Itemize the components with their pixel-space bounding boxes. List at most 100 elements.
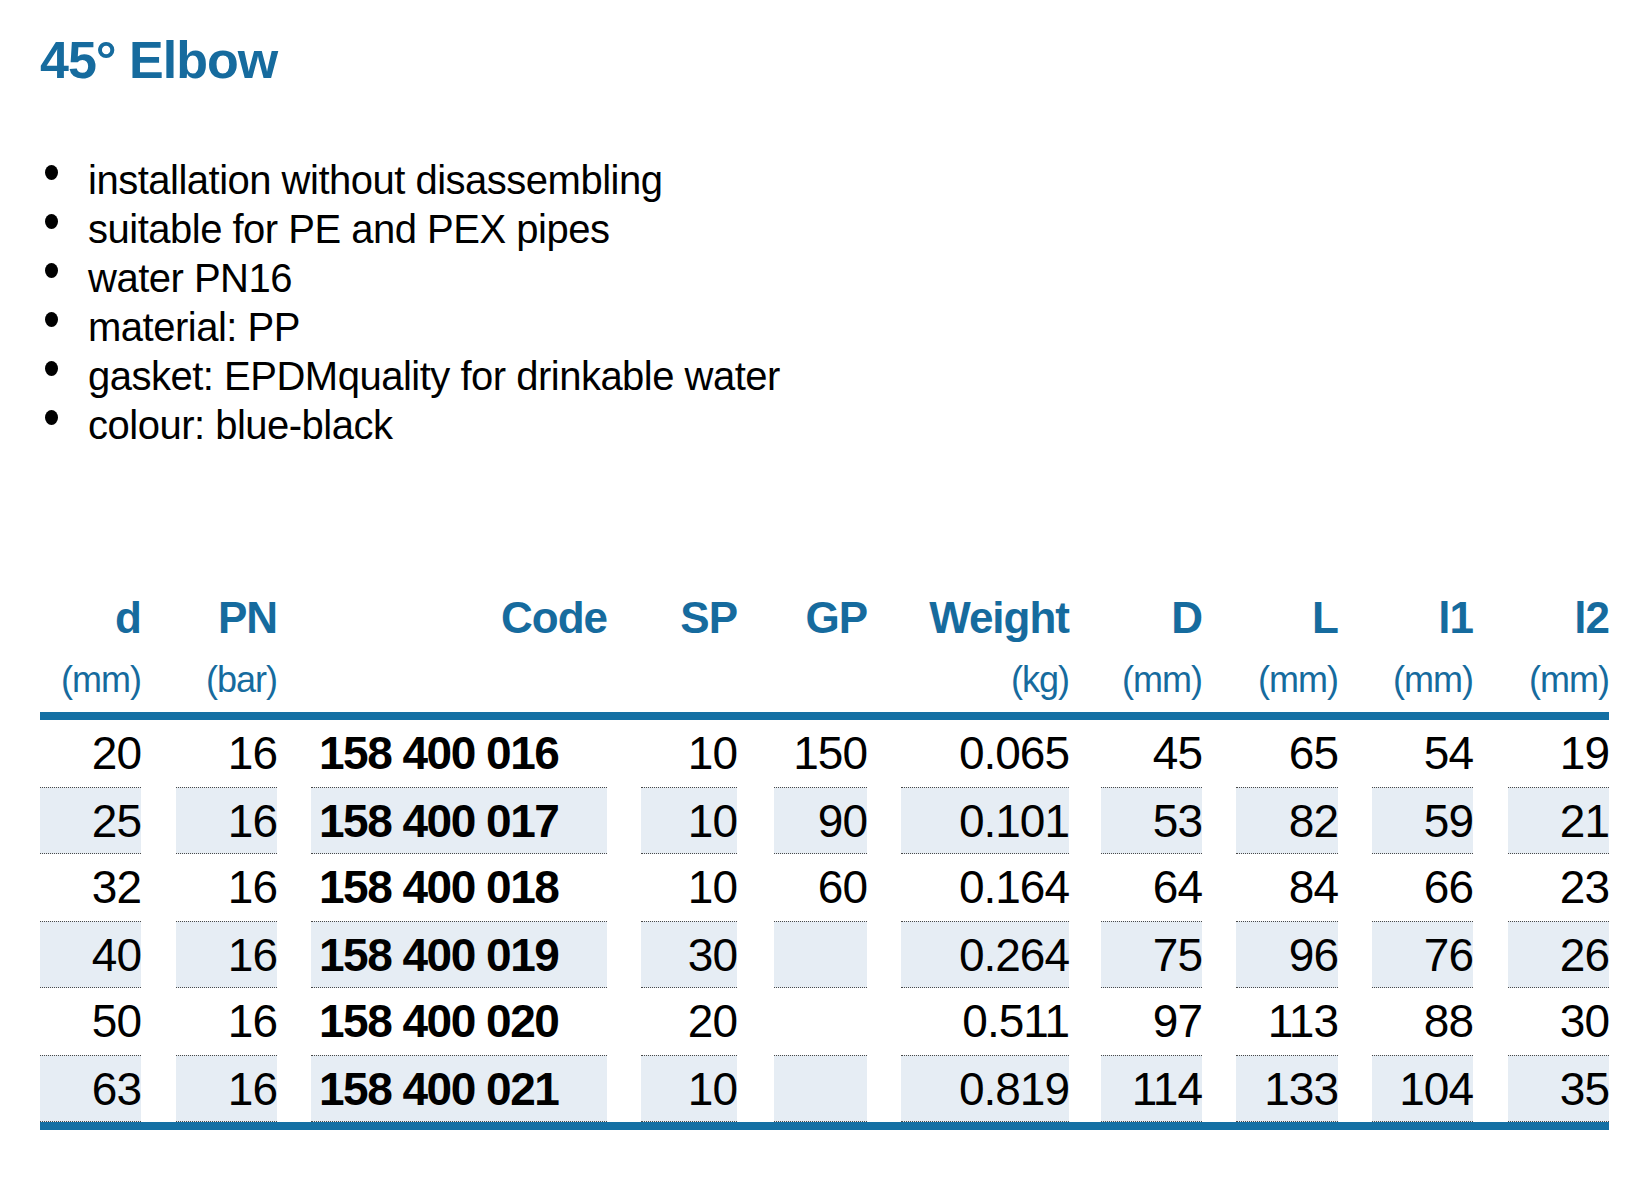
feature-item: gasket: EPDMquality for drinkable water bbox=[40, 352, 780, 401]
cell-weight: 0.819 bbox=[901, 1055, 1069, 1122]
cell-weight: 0.101 bbox=[901, 787, 1069, 854]
cell-l2: 23 bbox=[1508, 854, 1609, 921]
cell-sp: 10 bbox=[641, 720, 737, 787]
cell-pn: 16 bbox=[176, 787, 277, 854]
cell-d: 32 bbox=[40, 854, 141, 921]
cell-pn: 16 bbox=[176, 720, 277, 787]
cell-cap-d: 97 bbox=[1101, 988, 1202, 1055]
table-bottom-divider bbox=[40, 1122, 1609, 1130]
cell-sp: 20 bbox=[641, 988, 737, 1055]
feature-text: colour: blue-black bbox=[88, 403, 393, 447]
cell-gp: 150 bbox=[774, 720, 867, 787]
cell-l2: 26 bbox=[1508, 921, 1609, 988]
feature-text: installation without disassembling bbox=[88, 158, 662, 202]
header-code: Code bbox=[311, 594, 607, 642]
cell-l2: 21 bbox=[1508, 787, 1609, 854]
cell-cap-d: 114 bbox=[1101, 1055, 1202, 1122]
bullet-icon bbox=[45, 214, 58, 229]
feature-text: suitable for PE and PEX pipes bbox=[88, 207, 609, 251]
cell-l2: 35 bbox=[1508, 1055, 1609, 1122]
cell-cap-l: 133 bbox=[1236, 1055, 1338, 1122]
cell-sp: 10 bbox=[641, 854, 737, 921]
header-l2: l2 bbox=[1508, 594, 1609, 642]
cell-code: 158 400 020 bbox=[311, 988, 607, 1055]
header-d: d bbox=[40, 594, 141, 642]
header-cap-l: L bbox=[1236, 594, 1338, 642]
cell-pn: 16 bbox=[176, 988, 277, 1055]
bullet-icon bbox=[45, 410, 58, 425]
table-header-row: d PN Code SP GP Weight D L l1 l2 bbox=[40, 594, 1609, 642]
cell-weight: 0.164 bbox=[901, 854, 1069, 921]
unit-cap-d: (mm) bbox=[1101, 660, 1202, 700]
table-row: 32 16 158 400 018 10 60 0.164 64 84 66 2… bbox=[40, 854, 1609, 921]
unit-l1: (mm) bbox=[1372, 660, 1473, 700]
page-title: 45° Elbow bbox=[40, 32, 277, 88]
table-row: 25 16 158 400 017 10 90 0.101 53 82 59 2… bbox=[40, 787, 1609, 854]
header-pn: PN bbox=[176, 594, 277, 642]
catalog-page: 45° Elbow installation without disassemb… bbox=[0, 0, 1648, 1178]
cell-cap-d: 75 bbox=[1101, 921, 1202, 988]
cell-l1: 54 bbox=[1372, 720, 1473, 787]
cell-l2: 30 bbox=[1508, 988, 1609, 1055]
bullet-icon bbox=[45, 361, 58, 376]
table-row: 50 16 158 400 020 20 0.511 97 113 88 30 bbox=[40, 988, 1609, 1055]
cell-l1: 66 bbox=[1372, 854, 1473, 921]
feature-item: water PN16 bbox=[40, 254, 780, 303]
cell-cap-l: 82 bbox=[1236, 787, 1338, 854]
cell-cap-l: 96 bbox=[1236, 921, 1338, 988]
header-weight: Weight bbox=[901, 594, 1069, 642]
bullet-icon bbox=[45, 263, 58, 278]
cell-cap-d: 53 bbox=[1101, 787, 1202, 854]
cell-sp: 10 bbox=[641, 787, 737, 854]
unit-weight: (kg) bbox=[901, 660, 1069, 700]
cell-code: 158 400 018 bbox=[311, 854, 607, 921]
unit-l2: (mm) bbox=[1508, 660, 1609, 700]
cell-weight: 0.065 bbox=[901, 720, 1069, 787]
cell-code: 158 400 017 bbox=[311, 787, 607, 854]
cell-l1: 59 bbox=[1372, 787, 1473, 854]
cell-code: 158 400 019 bbox=[311, 921, 607, 988]
cell-l1: 76 bbox=[1372, 921, 1473, 988]
bullet-icon bbox=[45, 312, 58, 327]
cell-pn: 16 bbox=[176, 854, 277, 921]
unit-pn: (bar) bbox=[176, 660, 277, 700]
bullet-icon bbox=[45, 165, 58, 180]
cell-gp: 60 bbox=[774, 854, 867, 921]
cell-gp: 90 bbox=[774, 787, 867, 854]
cell-code: 158 400 016 bbox=[311, 720, 607, 787]
cell-cap-d: 64 bbox=[1101, 854, 1202, 921]
table-row: 63 16 158 400 021 10 0.819 114 133 104 3… bbox=[40, 1055, 1609, 1122]
table-row: 20 16 158 400 016 10 150 0.065 45 65 54 … bbox=[40, 720, 1609, 787]
feature-item: material: PP bbox=[40, 303, 780, 352]
cell-l1: 88 bbox=[1372, 988, 1473, 1055]
cell-weight: 0.264 bbox=[901, 921, 1069, 988]
unit-gp bbox=[774, 660, 867, 700]
cell-sp: 10 bbox=[641, 1055, 737, 1122]
table-header-divider bbox=[40, 712, 1609, 720]
feature-list: installation without disassembling suita… bbox=[40, 156, 780, 450]
unit-cap-l: (mm) bbox=[1236, 660, 1338, 700]
feature-text: material: PP bbox=[88, 305, 300, 349]
table-units-row: (mm) (bar) (kg) (mm) (mm) (mm) (mm) bbox=[40, 660, 1609, 700]
unit-code bbox=[311, 660, 607, 700]
unit-d: (mm) bbox=[40, 660, 141, 700]
header-cap-d: D bbox=[1101, 594, 1202, 642]
cell-cap-l: 113 bbox=[1236, 988, 1338, 1055]
cell-l1: 104 bbox=[1372, 1055, 1473, 1122]
cell-gp bbox=[774, 988, 867, 1055]
cell-d: 20 bbox=[40, 720, 141, 787]
cell-pn: 16 bbox=[176, 1055, 277, 1122]
cell-d: 63 bbox=[40, 1055, 141, 1122]
unit-sp bbox=[641, 660, 737, 700]
cell-weight: 0.511 bbox=[901, 988, 1069, 1055]
feature-text: water PN16 bbox=[88, 256, 292, 300]
feature-item: colour: blue-black bbox=[40, 401, 780, 450]
cell-d: 50 bbox=[40, 988, 141, 1055]
cell-sp: 30 bbox=[641, 921, 737, 988]
cell-cap-l: 84 bbox=[1236, 854, 1338, 921]
cell-l2: 19 bbox=[1508, 720, 1609, 787]
cell-pn: 16 bbox=[176, 921, 277, 988]
table-row: 40 16 158 400 019 30 0.264 75 96 76 26 bbox=[40, 921, 1609, 988]
feature-item: installation without disassembling bbox=[40, 156, 780, 205]
cell-cap-l: 65 bbox=[1236, 720, 1338, 787]
